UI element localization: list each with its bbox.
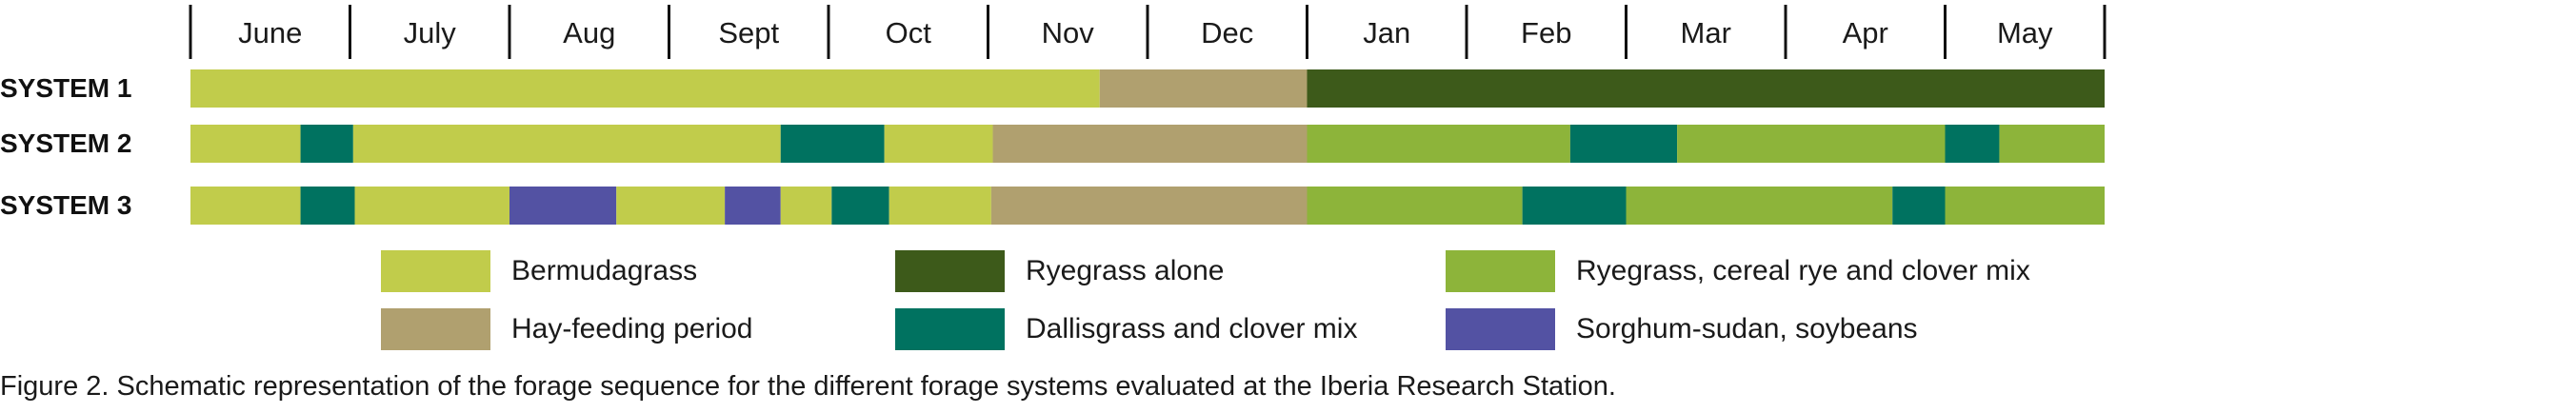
forage-segment-bermuda <box>190 187 301 225</box>
forage-segment-ryemix <box>1626 187 1893 225</box>
forage-segment-hay <box>992 125 1308 163</box>
month-label: Oct <box>886 16 932 49</box>
forage-segment-hay <box>1099 69 1308 108</box>
forage-segment-bermuda <box>780 187 832 225</box>
month-label: May <box>1997 16 2053 49</box>
forage-segment-dallis <box>1569 125 1678 163</box>
forage-segment-dallis <box>300 125 353 163</box>
forage-segment-ryegrass_alone <box>1307 69 2105 108</box>
forage-bars <box>190 69 2105 225</box>
system-labels: SYSTEM 1 SYSTEM 2 SYSTEM 3 <box>0 73 131 220</box>
forage-segment-bermuda <box>190 69 1100 108</box>
forage-segment-dallis <box>1892 187 1946 225</box>
forage-segment-dallis <box>1522 187 1627 225</box>
forage-segment-ryemix <box>1945 187 2105 225</box>
month-label: Jan <box>1363 16 1410 49</box>
system-label: SYSTEM 2 <box>0 128 131 158</box>
forage-segment-ryemix <box>1307 187 1523 225</box>
month-label: June <box>238 16 302 49</box>
month-label: Aug <box>563 16 615 49</box>
forage-segment-bermuda <box>889 187 991 225</box>
month-label: Nov <box>1042 16 1095 49</box>
forage-segment-hay <box>990 187 1308 225</box>
forage-segment-ryemix <box>1307 125 1570 163</box>
forage-segment-sorghum <box>725 187 781 225</box>
forage-segment-ryemix <box>1677 125 1946 163</box>
forage-segment-bermuda <box>354 187 509 225</box>
forage-segment-sorghum <box>509 187 617 225</box>
forage-segment-bermuda <box>884 125 993 163</box>
month-label: Apr <box>1843 16 1888 49</box>
forage-segment-dallis <box>831 187 889 225</box>
month-label: Feb <box>1521 16 1571 49</box>
forage-segment-dallis <box>300 187 355 225</box>
system-label: SYSTEM 1 <box>0 73 131 103</box>
forage-segment-dallis <box>780 125 885 163</box>
month-axis: June July Aug Sept Oct Nov Dec Jan Feb Mar Apr May <box>189 5 2107 59</box>
month-label: Dec <box>1201 16 1253 49</box>
forage-segment-bermuda <box>352 125 781 163</box>
figure-caption: Figure 2. Schematic representation of th… <box>0 371 1616 402</box>
month-label: Mar <box>1681 16 1731 49</box>
month-label: July <box>404 16 457 49</box>
forage-segment-dallis <box>1945 125 2000 163</box>
month-label: Sept <box>718 16 779 49</box>
system-label: SYSTEM 3 <box>0 190 131 220</box>
forage-segment-bermuda <box>616 187 726 225</box>
forage-segment-bermuda <box>190 125 301 163</box>
forage-segment-ryemix <box>1999 125 2105 163</box>
